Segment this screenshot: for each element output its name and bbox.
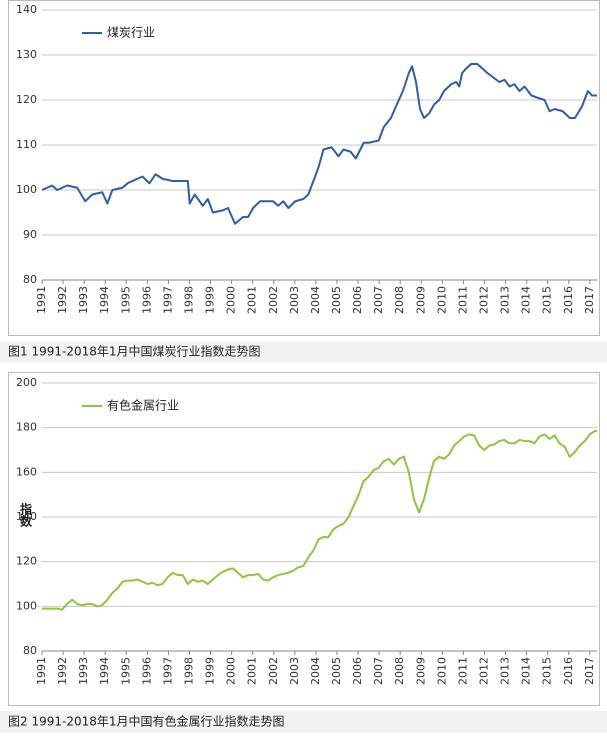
- x-tick-label: 2003: [288, 657, 301, 685]
- x-tick-label: 2010: [435, 286, 448, 314]
- x-tick-label: 2005: [330, 657, 343, 685]
- y-tick-label: 80: [23, 273, 37, 286]
- x-tick-label: 1997: [161, 657, 174, 685]
- y-tick-label: 200: [16, 376, 37, 389]
- x-tick-label: 2001: [246, 286, 259, 314]
- x-tick-label: 2004: [309, 286, 322, 314]
- x-tick-label: 2002: [267, 286, 280, 314]
- series-line: [41, 63, 597, 225]
- x-tick-label: 1999: [204, 657, 217, 685]
- x-tick-label: 1993: [77, 286, 90, 314]
- x-tick-label: 2016: [562, 286, 575, 314]
- x-tick-label: 2008: [393, 657, 406, 685]
- caption: 图2 1991-2018年1月中国有色金属行业指数走势图: [8, 714, 285, 729]
- x-tick-label: 2002: [267, 657, 280, 685]
- caption-band: [0, 711, 607, 733]
- x-tick-label: 1994: [98, 286, 111, 314]
- y-tick-label: 80: [23, 644, 37, 657]
- x-tick-label: 2004: [309, 657, 322, 685]
- chart-frame: [8, 0, 600, 336]
- x-tick-label: 2010: [435, 657, 448, 685]
- x-tick-label: 1995: [119, 657, 132, 685]
- x-tick-label: 1993: [77, 657, 90, 685]
- chart-frame: [8, 372, 600, 706]
- x-tick-label: 2013: [499, 286, 512, 314]
- x-tick-label: 2001: [246, 657, 259, 685]
- x-tick-label: 2016: [562, 657, 575, 685]
- x-tick-label: 1998: [182, 286, 195, 314]
- x-tick-label: 2012: [477, 286, 490, 314]
- x-tick-label: 2014: [520, 657, 533, 685]
- y-tick-label: 120: [16, 93, 37, 106]
- caption-band: [0, 341, 607, 363]
- y-tick-label: 120: [16, 555, 37, 568]
- x-tick-label: 2017: [583, 286, 596, 314]
- x-tick-label: 2014: [520, 286, 533, 314]
- x-tick-label: 1992: [56, 286, 69, 314]
- x-tick-label: 1992: [56, 657, 69, 685]
- x-tick-label: 2005: [330, 286, 343, 314]
- x-tick-label: 2009: [414, 657, 427, 685]
- y-tick-label: 100: [16, 599, 37, 612]
- x-tick-label: 2003: [288, 286, 301, 314]
- y-tick-label: 140: [16, 3, 37, 16]
- x-tick-label: 2017: [583, 657, 596, 685]
- x-tick-label: 2006: [351, 286, 364, 314]
- x-tick-label: 1991: [35, 657, 48, 685]
- series-line: [42, 430, 597, 611]
- x-tick-label: 1996: [140, 657, 153, 685]
- x-tick-label: 1994: [98, 657, 111, 685]
- x-tick-label: 2011: [456, 657, 469, 685]
- x-tick-label: 2013: [499, 657, 512, 685]
- legend-label: 有色金属行业: [107, 398, 179, 413]
- x-tick-label: 2007: [372, 286, 385, 314]
- x-tick-label: 2011: [456, 286, 469, 314]
- x-tick-label: 2000: [225, 286, 238, 314]
- x-tick-label: 1997: [161, 286, 174, 314]
- x-tick-label: 1995: [119, 286, 132, 314]
- x-tick-label: 2009: [414, 286, 427, 314]
- y-tick-label: 160: [16, 465, 37, 478]
- legend-label: 煤炭行业: [107, 26, 155, 40]
- x-tick-label: 2015: [541, 286, 554, 314]
- x-tick-label: 2000: [225, 657, 238, 685]
- x-tick-label: 1991: [35, 286, 48, 314]
- x-tick-label: 1999: [204, 286, 217, 314]
- x-tick-label: 2012: [477, 657, 490, 685]
- y-axis-label: 指数: [19, 502, 33, 528]
- x-tick-label: 2006: [351, 657, 364, 685]
- y-tick-label: 110: [16, 138, 37, 151]
- y-tick-label: 100: [16, 183, 37, 196]
- y-tick-label: 140: [16, 510, 37, 523]
- y-tick-label: 90: [23, 228, 37, 241]
- caption: 图1 1991-2018年1月中国煤炭行业指数走势图: [8, 344, 261, 359]
- x-tick-label: 2007: [372, 657, 385, 685]
- x-tick-label: 2015: [541, 657, 554, 685]
- x-tick-label: 2008: [393, 286, 406, 314]
- y-tick-label: 130: [16, 48, 37, 61]
- y-tick-label: 180: [16, 421, 37, 434]
- x-tick-label: 1998: [182, 657, 195, 685]
- x-tick-label: 1996: [140, 286, 153, 314]
